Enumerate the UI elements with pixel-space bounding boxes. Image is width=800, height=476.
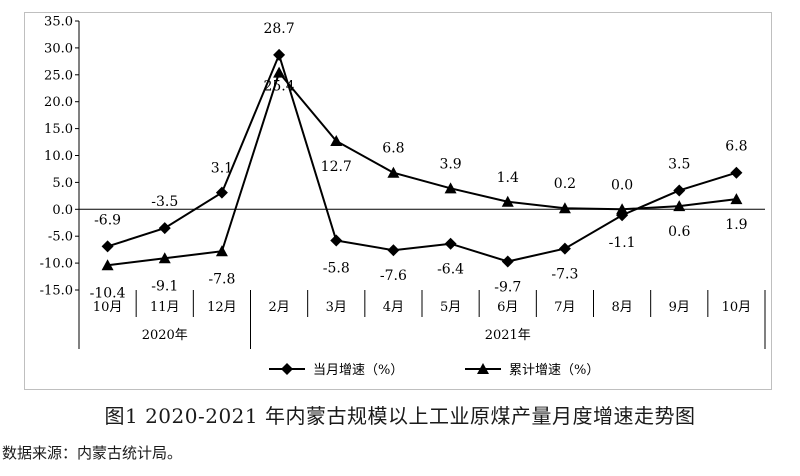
x-tick-label: 11月: [150, 300, 180, 315]
y-tick-label: 0.0: [52, 203, 73, 218]
data-label-cumulative: 6.8: [382, 141, 404, 157]
data-label-cumulative: 3.9: [439, 156, 461, 172]
data-label-cumulative: 0.2: [554, 176, 576, 192]
data-point-cumulative: [616, 203, 629, 215]
y-tick-label: 5.0: [52, 176, 73, 191]
x-tick-label: 3月: [326, 300, 347, 315]
data-label-cumulative: 0.0: [611, 177, 633, 193]
x-tick-label: 12月: [207, 300, 237, 315]
source-note: 数据来源：内蒙古统计局。: [2, 442, 182, 463]
x-tick-label: 7月: [554, 300, 575, 315]
data-label-cumulative: -7.8: [208, 271, 235, 287]
y-tick-label: 10.0: [44, 149, 73, 164]
data-point-monthly: [215, 186, 228, 199]
data-point-cumulative: [673, 200, 686, 212]
data-point-monthly: [330, 234, 343, 247]
data-point-monthly: [444, 237, 457, 250]
data-label-monthly: 6.8: [725, 139, 747, 155]
data-label-monthly: -5.8: [323, 261, 350, 277]
legend-label-monthly: 当月增速（%）: [313, 363, 403, 378]
data-point-cumulative: [501, 195, 514, 207]
data-point-cumulative: [558, 202, 571, 214]
data-label-cumulative: -10.4: [90, 285, 126, 301]
chart-svg: -15.0 -10.0 -5.0 0.0 5.0 10.0 15.0 20.0 25.0 30.0…: [40, 15, 766, 378]
y-tick-label: -10.0: [40, 257, 73, 272]
y-tick-label: 20.0: [44, 95, 73, 110]
data-point-cumulative: [730, 193, 743, 205]
x-tick-label: 8月: [611, 300, 632, 315]
y-tick-label: -5.0: [48, 230, 73, 245]
data-point-monthly: [673, 184, 686, 197]
data-point-monthly: [501, 255, 514, 268]
y-tick-label: 30.0: [44, 41, 73, 56]
source-value: 内蒙古统计局。: [77, 444, 183, 462]
data-label-monthly: -6.9: [94, 212, 121, 228]
data-point-cumulative: [158, 252, 171, 264]
data-point-monthly: [158, 222, 171, 235]
series-line-1: [107, 51, 737, 263]
data-point-cumulative: [273, 66, 286, 78]
data-point-monthly: [387, 244, 400, 257]
data-label-monthly: -1.1: [609, 235, 636, 251]
data-point-monthly: [558, 242, 571, 255]
data-label-monthly: 28.7: [263, 21, 294, 37]
data-label-cumulative: 12.7: [321, 159, 352, 175]
data-label-monthly: 3.1: [211, 161, 233, 177]
legend-marker-cumulative: [477, 363, 489, 374]
x-tick-label: 10月: [722, 300, 752, 315]
x-tick-label: 10月: [93, 300, 123, 315]
data-label-cumulative: -9.1: [151, 278, 178, 294]
series-line-2: [107, 70, 737, 267]
x-tick-label: 2月: [268, 300, 289, 315]
y-tick-label: -15.0: [40, 284, 73, 299]
data-label-cumulative: 0.6: [668, 224, 690, 240]
data-label-monthly: -3.5: [151, 194, 178, 210]
data-label-monthly: -7.6: [380, 268, 407, 284]
data-point-cumulative: [387, 166, 400, 178]
data-point-cumulative: [215, 245, 228, 257]
chart-frame: -15.0 -10.0 -5.0 0.0 5.0 10.0 15.0 20.0 25.0 30.0…: [24, 12, 772, 390]
y-tick-label: 35.0: [44, 15, 73, 30]
y-tick-label: 25.0: [44, 68, 73, 83]
legend-marker-monthly: [281, 363, 293, 375]
x-tick-label: 9月: [669, 300, 690, 315]
data-label-monthly: -9.7: [494, 279, 521, 295]
data-point-cumulative: [444, 182, 457, 194]
data-point-cumulative: [101, 259, 114, 271]
data-label-cumulative: 1.4: [497, 170, 519, 186]
data-point-cumulative: [330, 134, 343, 146]
year-group-label: 2021年: [485, 328, 531, 343]
data-label-monthly: -6.4: [437, 262, 464, 278]
data-label-cumulative: 1.9: [725, 217, 747, 233]
x-tick-label: 4月: [383, 300, 404, 315]
year-group-label: 2020年: [142, 328, 188, 343]
x-tick-label: 6月: [497, 300, 518, 315]
data-point-monthly: [101, 240, 114, 253]
data-label-monthly: -7.3: [551, 267, 578, 283]
x-tick-label: 5月: [440, 300, 461, 315]
figure-caption: 图1 2020-2021 年内蒙古规模以上工业原煤产量月度增速走势图: [104, 404, 696, 428]
data-label-monthly: 3.5: [668, 156, 690, 172]
data-point-monthly: [273, 48, 286, 61]
legend-label-cumulative: 累计增速（%）: [509, 363, 599, 378]
data-point-monthly: [730, 166, 743, 179]
y-tick-label: 15.0: [44, 122, 73, 137]
data-label-cumulative: 25.4: [263, 79, 294, 95]
source-label: 数据来源：: [2, 444, 78, 462]
